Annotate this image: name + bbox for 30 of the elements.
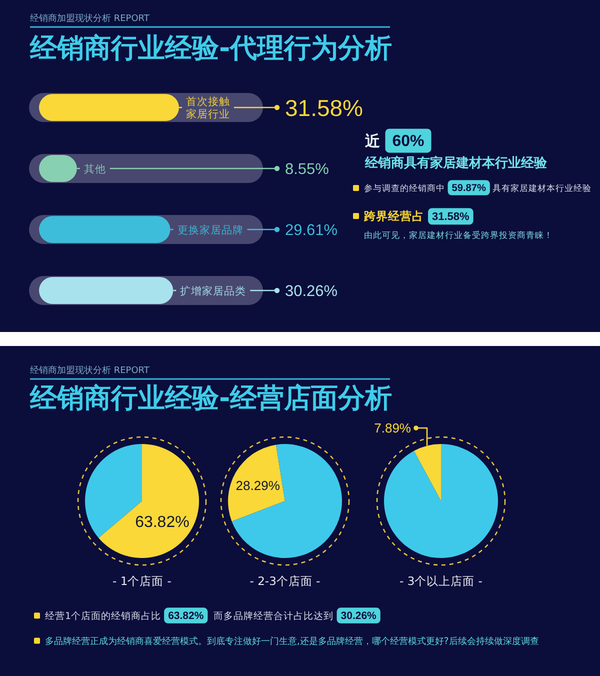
value-label: 7.89% — [374, 420, 428, 446]
category: 扩增家居品类 — [176, 283, 250, 298]
y-tick-label: 首次接触家居行业 — [186, 95, 230, 121]
annotation: 经营1个店面的经销商占比 63.82% 而多品牌经营合计占比达到 30.26% — [34, 608, 380, 624]
category: 更换家居品牌 — [173, 222, 248, 238]
y-tick-label: 扩增家居品类 — [180, 284, 246, 298]
annotation: 参与调查的经销商中 59.87% 具有家居建材本行业经验 — [353, 180, 592, 196]
annotation: 跨界经营占 31.58% — [353, 208, 474, 225]
category: 首次接触家居行业 — [182, 94, 234, 122]
value-label: 28.29% — [236, 478, 280, 493]
annotation: 由此可见，家居建材行业备受跨界投资商青睐！ — [364, 231, 553, 241]
data-label: 8.55% — [285, 161, 330, 178]
subtitle: 经销商加盟现状分析 REPORT — [30, 366, 150, 376]
title: 经销商行业经验-经营店面分析 — [30, 383, 392, 414]
y-tick-label: 更换家居品牌 — [177, 223, 244, 236]
xlabel: - 3个以上店面 - — [400, 574, 482, 588]
y-tick-label: 其他 — [84, 162, 106, 176]
data-label: 31.58% — [285, 94, 364, 121]
category: 其他 — [80, 161, 110, 176]
data-label: 30.26% — [285, 283, 338, 300]
data-label: 29.61% — [285, 222, 338, 240]
value-label: 63.82% — [135, 514, 190, 531]
xlabel: - 2-3个店面 - — [250, 574, 320, 588]
data-label: 7.89% — [374, 420, 412, 436]
title: 经销商行业经验-代理行为分析 — [30, 33, 392, 64]
subtitle: 经销商加盟现状分析 REPORT — [30, 14, 150, 24]
xlabel: - 1个店面 - — [112, 574, 172, 588]
annotation: 多品牌经营正成为经销商喜爱经营模式。到底专注做好一门生意,还是多品牌经营，哪个经营模式更好?后续会持续做深度调查 — [34, 636, 539, 647]
annotation: 近 60% — [365, 128, 432, 153]
annotation: 经销商具有家居建材本行业经验 — [365, 156, 547, 171]
